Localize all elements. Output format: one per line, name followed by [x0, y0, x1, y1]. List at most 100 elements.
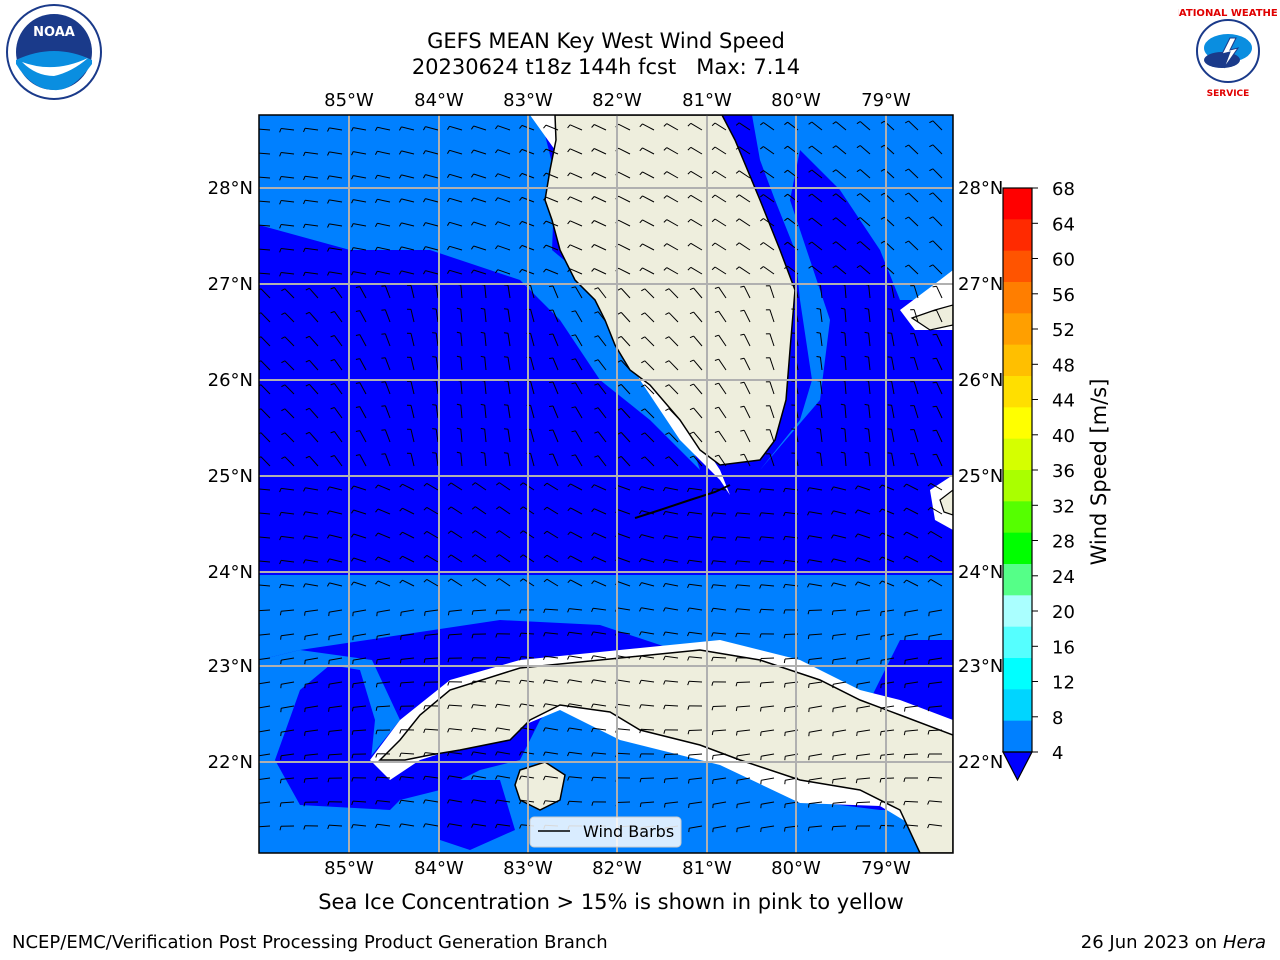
- longitude-labels-bottom: 85°W 84°W 83°W 82°W 81°W 80°W 79°W: [324, 858, 911, 879]
- wind-barb: [816, 452, 823, 467]
- wind-barb: [471, 633, 487, 639]
- wind-barb: [375, 753, 391, 758]
- wind-barb: [303, 801, 319, 807]
- wind-barb: [398, 246, 415, 251]
- wind-barb: [543, 578, 559, 587]
- wind-barb: [832, 633, 847, 640]
- wind-barb: [543, 632, 559, 637]
- wind-barb: [374, 126, 391, 132]
- wind-barb: [689, 311, 703, 323]
- colorbar-tick-label: 28: [1052, 532, 1075, 553]
- wind-barb: [447, 633, 463, 639]
- wind-barb: [687, 607, 703, 612]
- wind-barb: [328, 609, 343, 617]
- wind-barb: [665, 456, 679, 467]
- wind-barb: [663, 147, 679, 155]
- wind-barb: [327, 247, 343, 252]
- wind-barb: [406, 428, 415, 443]
- wind-barb: [471, 530, 487, 539]
- wind-barb: [688, 777, 703, 784]
- wind-barb: [594, 431, 607, 443]
- wind-barb: [903, 729, 919, 736]
- wind-barb: [543, 220, 559, 227]
- wind-barb: [591, 752, 607, 757]
- lon-label-top: 80°W: [771, 90, 821, 111]
- wind-barb: [928, 633, 943, 641]
- wind-barb: [400, 609, 415, 617]
- wind-barb: [350, 557, 367, 563]
- wind-barb: [591, 703, 607, 708]
- wind-barb: [351, 705, 367, 712]
- caption: Sea Ice Concentration > 15% is shown in …: [318, 890, 904, 914]
- wind-barb: [807, 535, 823, 540]
- lat-label-right: 28°N: [958, 178, 1003, 199]
- wind-barb: [735, 705, 751, 712]
- wind-barb: [399, 531, 415, 539]
- wind-barb: [639, 631, 655, 636]
- wind-barb: [760, 753, 775, 761]
- wind-barb: [714, 406, 727, 419]
- wind-barb: [549, 333, 559, 347]
- wind-barb: [423, 530, 439, 539]
- wind-barb: [447, 554, 463, 563]
- colorbar-segment: [1003, 219, 1032, 252]
- wind-barb: [641, 432, 655, 443]
- wind-barb: [639, 704, 655, 709]
- wind-barb: [929, 264, 943, 275]
- wind-barb: [480, 331, 487, 347]
- wind-barb: [662, 511, 679, 516]
- wind-barb: [446, 245, 463, 251]
- wind-barb: [503, 452, 511, 467]
- wind-barb: [880, 657, 895, 665]
- wind-barb: [330, 407, 343, 419]
- wind-barb: [662, 559, 679, 564]
- wind-barb: [446, 173, 463, 179]
- wind-barb: [567, 531, 583, 539]
- wind-barb: [714, 334, 727, 347]
- wind-barb: [687, 631, 703, 637]
- latitude-labels-left: 28°N 27°N 26°N 25°N 24°N 23°N 22°N: [208, 178, 253, 773]
- wind-barb: [856, 753, 871, 760]
- wind-barb: [759, 488, 775, 493]
- wind-barb: [422, 150, 439, 155]
- wind-barb: [503, 308, 511, 323]
- wind-barb: [495, 609, 511, 615]
- wind-barb: [887, 356, 895, 371]
- wind-barb: [305, 335, 319, 347]
- wind-barb: [903, 507, 919, 515]
- wind-barb: [495, 554, 511, 563]
- wind-barb: [816, 404, 823, 419]
- wind-barb: [591, 484, 607, 491]
- wind-barb: [571, 310, 583, 323]
- wind-barb: [423, 823, 439, 828]
- wind-barb: [381, 381, 391, 395]
- wind-barb: [303, 487, 319, 492]
- wind-barb: [399, 507, 415, 515]
- lon-label-top: 83°W: [503, 90, 553, 111]
- wind-barb: [740, 405, 751, 419]
- wind-barb: [639, 219, 655, 227]
- wind-barb: [840, 403, 847, 419]
- wind-barb: [375, 580, 391, 587]
- wind-barb: [281, 408, 295, 419]
- lat-label-left: 22°N: [208, 752, 253, 773]
- lon-label-top: 82°W: [592, 90, 642, 111]
- wind-barb: [330, 359, 343, 371]
- lat-label-right: 24°N: [958, 562, 1003, 583]
- lon-label-top: 84°W: [414, 90, 464, 111]
- wind-barb: [281, 336, 295, 347]
- wind-barb: [662, 535, 679, 540]
- wind-barb: [808, 777, 823, 785]
- wind-barb: [591, 607, 607, 613]
- wind-barb: [470, 245, 487, 251]
- wind-barb: [711, 584, 727, 589]
- wind-barb: [567, 268, 583, 275]
- wind-barb: [567, 172, 583, 179]
- wind-barb: [830, 582, 847, 587]
- wind-barb: [856, 609, 871, 616]
- wind-barb: [639, 728, 655, 734]
- wind-barb: [494, 221, 511, 227]
- wind-barb: [887, 452, 895, 467]
- wind-barb: [879, 753, 895, 760]
- wind-barb: [687, 729, 703, 735]
